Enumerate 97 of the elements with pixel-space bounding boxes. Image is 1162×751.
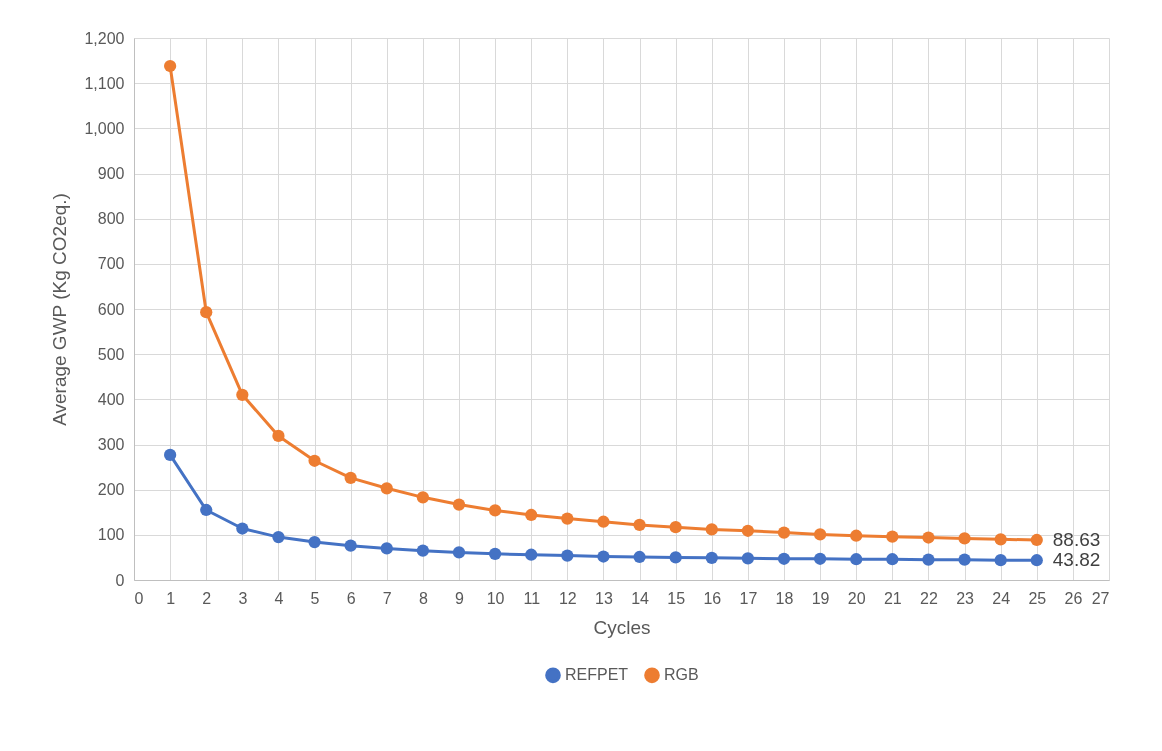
x-tick-label: 8 xyxy=(418,589,428,607)
x-tick-label: 19 xyxy=(811,589,830,607)
point xyxy=(416,544,430,557)
point xyxy=(669,551,682,564)
y-tick-label: 0 xyxy=(115,571,125,589)
point xyxy=(380,482,393,495)
legend-label: RGB xyxy=(664,666,699,684)
y-tick-label: 900 xyxy=(97,165,125,182)
y-tick-label: 700 xyxy=(97,255,125,273)
y-tick-label: 200 xyxy=(97,481,125,499)
x-tick-label: 4 xyxy=(274,589,284,607)
point xyxy=(958,532,971,545)
point xyxy=(308,454,321,467)
x-tick-label: 18 xyxy=(775,589,794,607)
x-tick-label: 26 xyxy=(1064,589,1083,607)
x-tick-label: 17 xyxy=(739,589,758,607)
point xyxy=(272,530,285,544)
point xyxy=(633,550,646,564)
y-tick-label: 300 xyxy=(97,436,125,453)
legend-label: REFPET xyxy=(565,666,629,684)
data-label: 88.63 xyxy=(1052,528,1101,550)
point xyxy=(200,306,213,319)
point xyxy=(741,552,755,565)
x-tick-label: 9 xyxy=(455,589,465,607)
point xyxy=(958,553,971,566)
x-tick-label: 1 xyxy=(166,589,176,607)
point xyxy=(488,547,502,560)
point xyxy=(163,448,177,461)
x-tick-label: 25 xyxy=(1028,589,1047,607)
point xyxy=(597,550,610,563)
point xyxy=(669,521,682,534)
point xyxy=(1030,554,1043,567)
x-tick-label: 24 xyxy=(992,589,1011,607)
x-tick-label: 2 xyxy=(202,589,212,607)
point xyxy=(1030,533,1043,547)
x-tick-label: 15 xyxy=(667,589,686,607)
point xyxy=(561,512,574,525)
point xyxy=(813,552,827,565)
point xyxy=(525,548,538,561)
y-axis-title: Average GWP (Kg CO2eq.) xyxy=(49,193,71,426)
point xyxy=(344,471,357,485)
point xyxy=(994,533,1007,546)
y-tick-label: 1,000 xyxy=(84,119,125,137)
x-tick-label: 10 xyxy=(486,589,505,607)
point xyxy=(741,524,755,537)
x-axis-title: Cycles xyxy=(593,616,651,638)
point xyxy=(777,552,791,565)
point xyxy=(200,503,213,517)
x-tick-label: 20 xyxy=(847,589,866,607)
x-tick-label: 16 xyxy=(703,589,722,607)
x-tick-label: 13 xyxy=(595,589,613,607)
point xyxy=(452,498,466,511)
point xyxy=(850,529,863,542)
point xyxy=(922,531,935,544)
point xyxy=(488,504,502,517)
x-tick-label: 3 xyxy=(238,589,248,607)
point xyxy=(597,515,610,528)
point xyxy=(416,491,430,504)
point xyxy=(777,526,791,539)
point xyxy=(525,508,538,522)
point xyxy=(813,528,827,541)
point xyxy=(994,554,1007,567)
point xyxy=(452,546,466,559)
point xyxy=(886,530,899,543)
y-tick-label: 800 xyxy=(97,210,125,228)
y-tick-label: 400 xyxy=(97,390,125,408)
point xyxy=(850,553,863,566)
point xyxy=(705,551,718,564)
y-tick-label: 500 xyxy=(97,345,125,363)
point xyxy=(561,549,574,562)
point xyxy=(380,542,393,555)
x-tick-label: 23 xyxy=(956,589,975,607)
point xyxy=(922,553,935,566)
x-tick-label: 12 xyxy=(558,589,577,607)
x-tick-label: 6 xyxy=(346,589,356,607)
point xyxy=(705,523,718,536)
y-tick-label: 1,100 xyxy=(84,74,125,92)
x-tick-label: 7 xyxy=(382,589,392,607)
point xyxy=(272,429,285,443)
x-tick-label: 27 xyxy=(1091,589,1110,607)
point xyxy=(236,388,249,401)
y-tick-label: 600 xyxy=(97,300,125,318)
point xyxy=(344,539,357,552)
x-tick-label: 22 xyxy=(920,589,938,607)
point xyxy=(236,522,249,535)
data-label: 43.82 xyxy=(1052,549,1101,571)
x-tick-label: 21 xyxy=(883,589,902,607)
x-tick-label: 0 xyxy=(134,589,144,607)
point xyxy=(163,59,177,73)
x-tick-label: 14 xyxy=(631,589,650,607)
y-tick-label: 100 xyxy=(97,526,125,544)
point xyxy=(633,518,646,532)
y-tick-label: 1,200 xyxy=(84,29,125,47)
x-tick-label: 11 xyxy=(523,589,541,607)
point xyxy=(308,535,321,549)
point xyxy=(886,553,899,566)
x-tick-label: 5 xyxy=(310,589,320,607)
